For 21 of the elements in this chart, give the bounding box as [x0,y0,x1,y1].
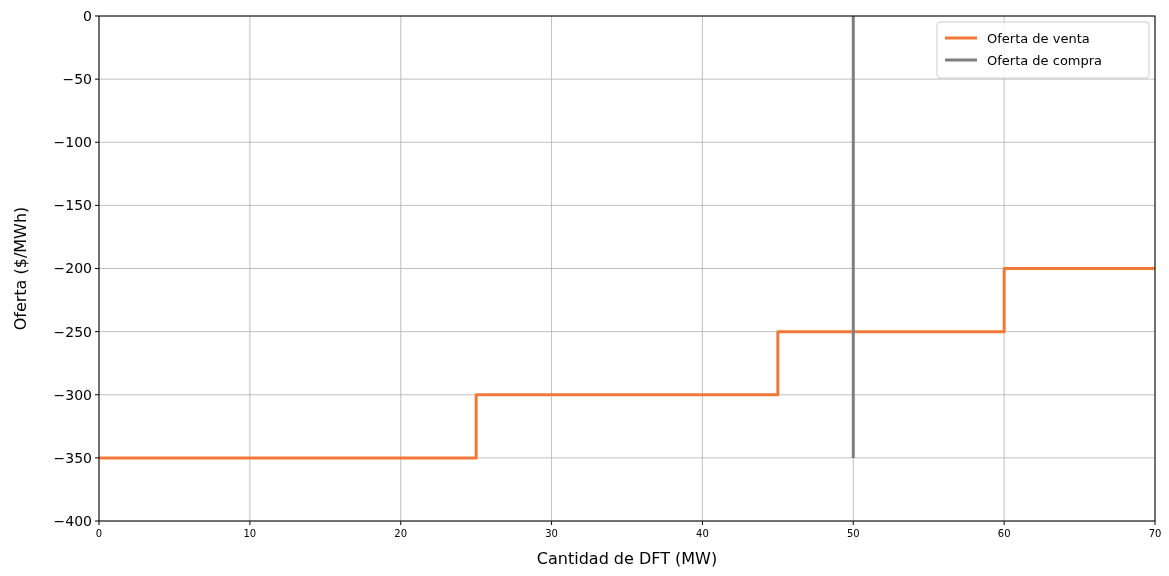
y-tick-label: −100 [53,134,92,151]
y-tick-label: −350 [53,449,92,466]
y-tick-label: −250 [53,323,92,340]
y-tick-label: −300 [53,386,92,403]
x-tick-label: 50 [846,528,860,539]
x-tick-label: 30 [545,528,558,539]
y-tick-label: −150 [53,197,92,214]
x-tick-label: 0 [95,528,103,539]
y-tick-label: −200 [53,260,92,277]
y-tick-label: 0 [83,7,92,24]
x-tick-label: 40 [696,528,709,539]
x-tick-label: 10 [243,528,257,539]
x-tick-label: 70 [1148,528,1162,539]
x-axis-title: Cantidad de DFT (MW) [536,549,718,568]
x-tick-label: 20 [394,528,408,539]
legend-label: Oferta de compra [987,52,1103,68]
y-axis-title: Oferta ($/MWh) [11,206,30,331]
y-tick-label: −50 [62,71,92,88]
y-tick-label: −400 [53,512,92,529]
legend-label: Oferta de venta [987,30,1090,46]
x-tick-label: 60 [997,528,1011,539]
